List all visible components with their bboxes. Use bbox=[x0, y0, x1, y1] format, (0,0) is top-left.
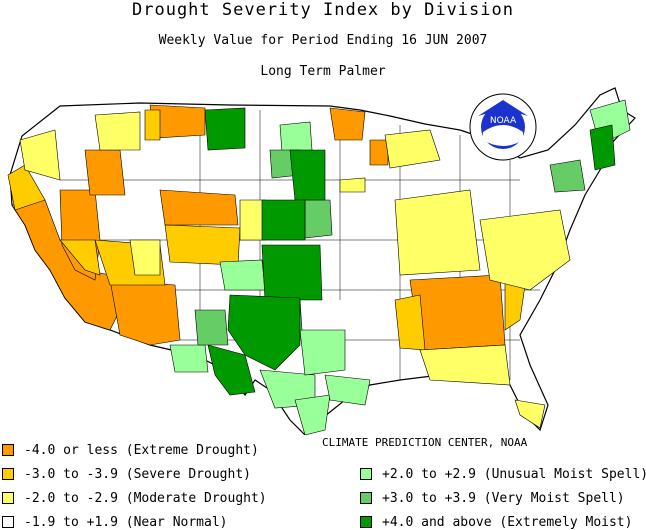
legend-item: +2.0 to +2.9 (Unusual Moist Spell) bbox=[360, 466, 646, 482]
legend-item: -2.0 to -2.9 (Moderate Drought) bbox=[2, 490, 267, 506]
noaa-logo-text: NOAA bbox=[490, 116, 517, 126]
legend-swatch bbox=[360, 468, 372, 480]
legend-swatch bbox=[2, 444, 14, 456]
credit-label: CLIMATE PREDICTION CENTER, NOAA bbox=[322, 436, 528, 449]
legend-swatch bbox=[2, 516, 14, 528]
legend-label: -3.0 to -3.9 (Severe Drought) bbox=[24, 466, 251, 482]
legend-swatch bbox=[2, 468, 14, 480]
legend-item: -4.0 or less (Extreme Drought) bbox=[2, 442, 259, 458]
moderate-drought-regions bbox=[19, 111, 571, 429]
legend-label: +4.0 and above (Extremely Moist) bbox=[382, 514, 633, 530]
legend-label: -2.0 to -2.9 (Moderate Drought) bbox=[24, 490, 267, 506]
noaa-logo bbox=[469, 93, 537, 161]
legend-item: +3.0 to +3.9 (Very Moist Spell) bbox=[360, 490, 625, 506]
extremely-moist-regions bbox=[204, 107, 616, 396]
extreme-drought-regions bbox=[11, 104, 506, 351]
map-title: Drought Severity Index by Division bbox=[132, 0, 514, 20]
legend-item: +4.0 and above (Extremely Moist) bbox=[360, 514, 632, 530]
legend-label: -4.0 or less (Extreme Drought) bbox=[24, 442, 259, 458]
legend-swatch bbox=[360, 516, 372, 528]
legend-label: -1.9 to +1.9 (Near Normal) bbox=[24, 514, 228, 530]
legend-label: +2.0 to +2.9 (Unusual Moist Spell) bbox=[382, 466, 646, 482]
legend-item: -1.9 to +1.9 (Near Normal) bbox=[2, 514, 228, 530]
legend-item: -3.0 to -3.9 (Severe Drought) bbox=[2, 466, 251, 482]
legend-swatch bbox=[360, 492, 372, 504]
drought-map: NOAA bbox=[7, 87, 636, 435]
index-name: Long Term Palmer bbox=[260, 64, 386, 79]
legend-label: +3.0 to +3.9 (Very Moist Spell) bbox=[382, 490, 625, 506]
map-subtitle: Weekly Value for Period Ending 16 JUN 20… bbox=[158, 33, 488, 48]
legend-swatch bbox=[2, 492, 14, 504]
